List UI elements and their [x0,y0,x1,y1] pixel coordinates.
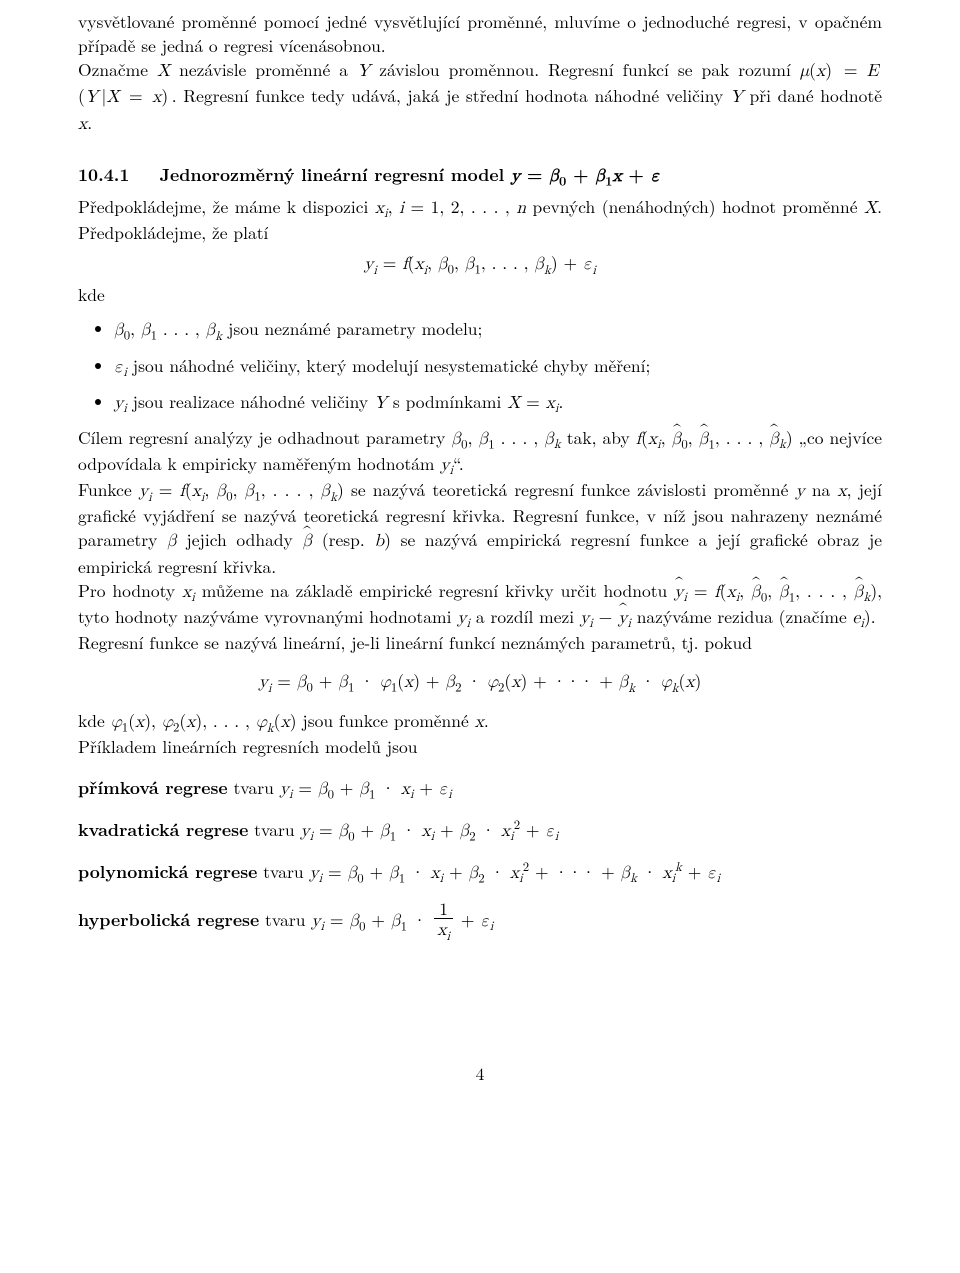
txt: jsou neznámé parametry modelu; [222,316,482,341]
txt: nazýváme rezidua (značíme [631,604,853,629]
txt: nezávisle proměnné a [170,57,357,82]
bullet-list: β0, β1 . . . , βk jsou neznámé parametry… [78,317,882,415]
model-label: přímková regrese [78,775,228,800]
linear-definition: Regresní funkce se nazývá lineární, je-l… [78,631,882,655]
txt: “. [453,451,464,476]
txt: jsou funkce proměnné [297,708,475,733]
txt: tvaru [228,775,280,800]
phi-line: kde φ1(x), φ2(x), . . . , φk(x) jsou fun… [78,709,882,735]
txt: a rozdíl mezi [470,604,580,629]
bullet-item-1: β0, β1 . . . , βk jsou neznámé parametry… [114,317,882,343]
txt: jsou náhodné veličiny, který modelují ne… [127,353,650,378]
txt: Pro hodnoty [78,578,182,603]
txt: jsou realizace náhodné veličiny [127,389,374,414]
txt: tak, aby [561,425,636,450]
txt: jejich odhady [177,527,303,552]
intro-para-1: vysvětlované proměnné pomocí jedné vysvě… [78,10,882,58]
assumption-1: Předpokládejme, že máme k dispozici xi, … [78,195,882,245]
txt: můžeme na základě empirické regresní kři… [195,578,674,603]
kde-label: kde [78,283,882,307]
page-number: 4 [78,1062,882,1086]
model-kvadraticka: kvadratická regrese tvaru yi = β0 + β1 ·… [78,818,882,844]
txt: . [877,194,882,219]
theory-paragraph: Funkce yi = f(xi, β0, β1, . . . , βk) se… [78,478,882,579]
txt: kde [78,708,111,733]
model-primkova: přímková regrese tvaru yi = β0 + β1 · xi… [78,776,882,802]
model-polynomicka: polynomická regrese tvaru yi = β0 + β1 ·… [78,860,882,886]
txt: při dané hodnotě [743,83,882,108]
txt: závislou proměnnou. Regresní funkcí se p… [370,57,800,82]
model-equation: yi = f(xi, β0, β1, . . . , βk) + εi [78,251,882,277]
txt: . [484,708,489,733]
txt: Funkce [78,477,139,502]
linear-equation: yi = β0 + β1 · φ1(x) + β2 · φ2(x) + ··· … [78,669,882,695]
model-label: hyperbolická regrese [78,907,259,932]
txt: se nazývá teoretická regresní funkce záv… [344,477,796,502]
txt: Předpokládejme, že platí [78,220,268,245]
txt: tvaru [259,907,311,932]
txt: (resp. [312,527,374,552]
bullet-item-3: yi jsou realizace náhodné veličiny Y s p… [114,390,882,416]
txt: na [805,477,838,502]
section-number: 10.4.1 [78,162,129,187]
goal-paragraph: Cílem regresní analýzy je odhadnout para… [78,426,882,478]
txt: pevných (nenáhodných) hodnot proměnné [526,194,864,219]
values-paragraph: Pro hodnoty xi můžeme na základě empiric… [78,579,882,631]
txt: tvaru [257,859,309,884]
intro-para-2: Označme X nezávisle proměnné a Y závislo… [78,58,882,136]
txt: Cílem regresní analýzy je odhadnout para… [78,425,451,450]
txt: Regresní funkce tedy udává, jaká je stře… [177,83,730,108]
txt: Předpokládejme, že máme k dispozici [78,194,375,219]
model-label: polynomická regrese [78,859,257,884]
txt: ). [864,604,876,629]
section-title-text: Jednorozměrný lineární regresní model [160,162,511,187]
txt: Označme [78,57,157,82]
txt: tvaru [248,817,300,842]
section-heading: 10.4.1 Jednorozměrný lineární regresní m… [78,163,882,189]
example-intro: Příkladem lineárních regresních modelů j… [78,735,882,759]
bullet-item-2: εi jsou náhodné veličiny, který modelují… [114,354,882,380]
model-label: kvadratická regrese [78,817,248,842]
model-hyperbolicka: hyperbolická regrese tvaru yi = β0 + β1 … [78,902,882,942]
txt: s podmínkami [387,389,507,414]
